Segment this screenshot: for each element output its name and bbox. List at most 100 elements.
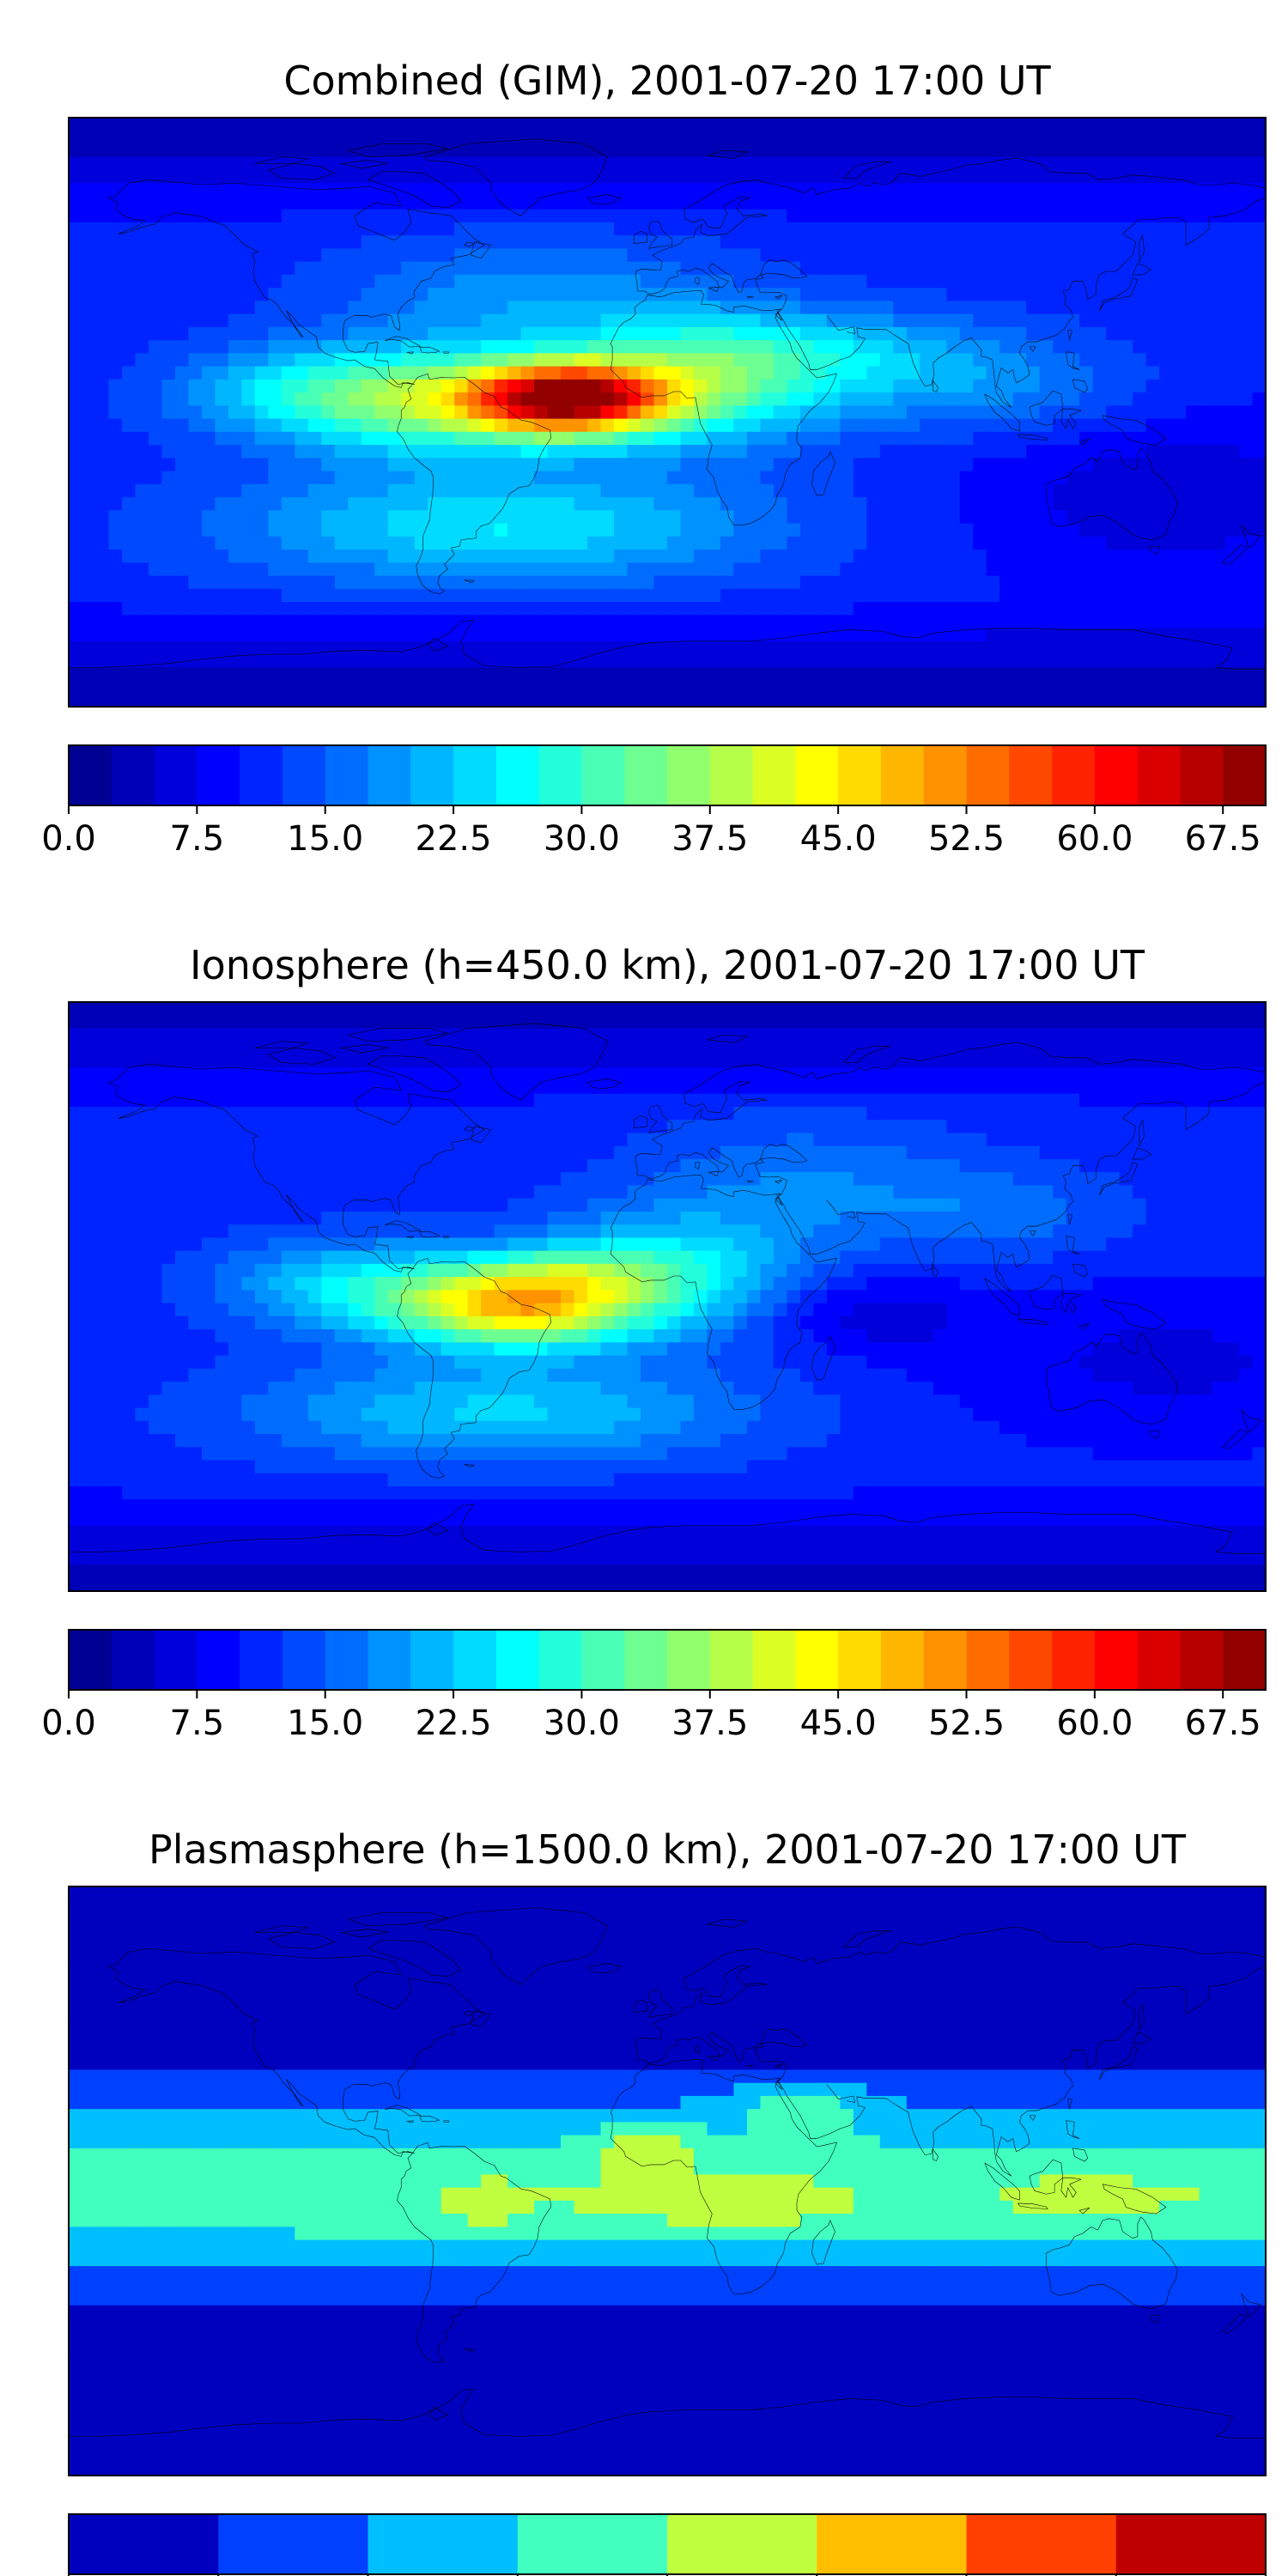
- map-cell: [1225, 288, 1240, 302]
- map-cell: [281, 248, 295, 263]
- map-cell: [481, 497, 495, 511]
- map-cell: [733, 1093, 748, 1108]
- colorbar-tick-label: 22.5: [416, 819, 492, 859]
- map-cell: [254, 392, 269, 406]
- map-cell: [587, 1106, 602, 1121]
- map-cell: [1026, 118, 1041, 131]
- map-cell: [1106, 288, 1121, 302]
- map-cell: [428, 418, 442, 433]
- map-cell: [1145, 523, 1160, 538]
- map-cell: [813, 261, 828, 276]
- map-cell: [1106, 156, 1121, 171]
- map-cell: [481, 1028, 495, 1042]
- map-cell: [986, 471, 1000, 485]
- map-cell: [973, 288, 987, 302]
- map-cell: [746, 353, 762, 368]
- map-cell: [574, 1093, 588, 1108]
- map-cell: [946, 693, 961, 708]
- map-cell: [933, 131, 947, 145]
- map-cell: [653, 458, 668, 472]
- map-cell: [161, 1054, 176, 1068]
- map-cell: [374, 628, 389, 642]
- map-cell: [215, 1002, 229, 1016]
- map-cell: [348, 1080, 362, 1095]
- map-cell: [295, 641, 309, 655]
- map-cell: [1212, 118, 1227, 131]
- map-cell: [853, 523, 867, 538]
- map-cell: [720, 248, 735, 263]
- map-cell: [1092, 1002, 1107, 1016]
- map-cell: [693, 222, 708, 236]
- map-cell: [215, 1015, 229, 1030]
- map-cell: [174, 654, 189, 668]
- map-cell: [254, 615, 269, 629]
- map-cell: [946, 445, 961, 459]
- map-cell: [614, 693, 629, 708]
- map-cell: [1186, 274, 1200, 289]
- map-cell: [241, 288, 256, 302]
- map-cell: [387, 654, 402, 668]
- map-cell: [467, 131, 482, 145]
- map-cell: [321, 313, 336, 328]
- map-cell: [614, 562, 629, 577]
- map-cell: [986, 183, 1000, 197]
- map-cell: [720, 379, 735, 393]
- map-cell: [1039, 667, 1054, 682]
- map-cell: [1079, 326, 1094, 341]
- map-cell: [241, 209, 256, 223]
- map-cell: [999, 379, 1014, 393]
- map-cell: [667, 1093, 682, 1108]
- map-cell: [1186, 550, 1200, 563]
- map-cell: [334, 131, 349, 145]
- map-cell: [534, 510, 549, 525]
- map-cell: [481, 523, 495, 538]
- map-cell: [813, 1080, 828, 1095]
- map-cell: [520, 143, 535, 158]
- map-cell: [574, 588, 588, 603]
- map-cell: [241, 353, 256, 368]
- map-cell: [773, 1093, 787, 1108]
- map-cell: [973, 1054, 987, 1068]
- map-cell: [268, 497, 283, 511]
- map-cell: [653, 693, 668, 708]
- map-cell: [307, 641, 322, 655]
- map-cell: [520, 1054, 535, 1068]
- map-cell: [494, 641, 508, 655]
- map-cell: [840, 313, 854, 328]
- map-cell: [906, 392, 920, 406]
- map-cell: [1212, 196, 1227, 210]
- map-cell: [228, 654, 242, 668]
- map-cell: [321, 222, 336, 236]
- map-cell: [693, 235, 708, 250]
- map-cell: [787, 131, 801, 145]
- map-cell: [853, 431, 867, 446]
- map-cell: [840, 326, 854, 341]
- map-cell: [281, 483, 295, 498]
- map-cell: [1133, 471, 1147, 485]
- map-cell: [334, 379, 349, 393]
- map-cell: [813, 510, 828, 525]
- map-cell: [799, 445, 814, 459]
- map-cell: [108, 1015, 123, 1030]
- map-cell: [494, 1067, 508, 1082]
- map-cell: [69, 680, 83, 695]
- map-cell: [746, 641, 762, 655]
- map-cell: [281, 458, 295, 472]
- map-cell: [534, 588, 549, 603]
- map-cell: [561, 693, 575, 708]
- map-cell: [121, 680, 137, 695]
- map-cell: [69, 628, 83, 642]
- map-cell: [840, 1080, 854, 1095]
- map-cell: [760, 301, 775, 315]
- map-cell: [720, 1120, 735, 1134]
- map-cell: [215, 1041, 229, 1055]
- map-cell: [574, 261, 588, 276]
- map-cell: [387, 353, 402, 368]
- map-cell: [920, 248, 934, 263]
- map-cell: [826, 261, 841, 276]
- map-cell: [401, 575, 416, 590]
- map-cell: [999, 131, 1014, 145]
- map-cell: [986, 550, 1000, 563]
- map-cell: [188, 510, 203, 525]
- map-cell: [999, 615, 1014, 629]
